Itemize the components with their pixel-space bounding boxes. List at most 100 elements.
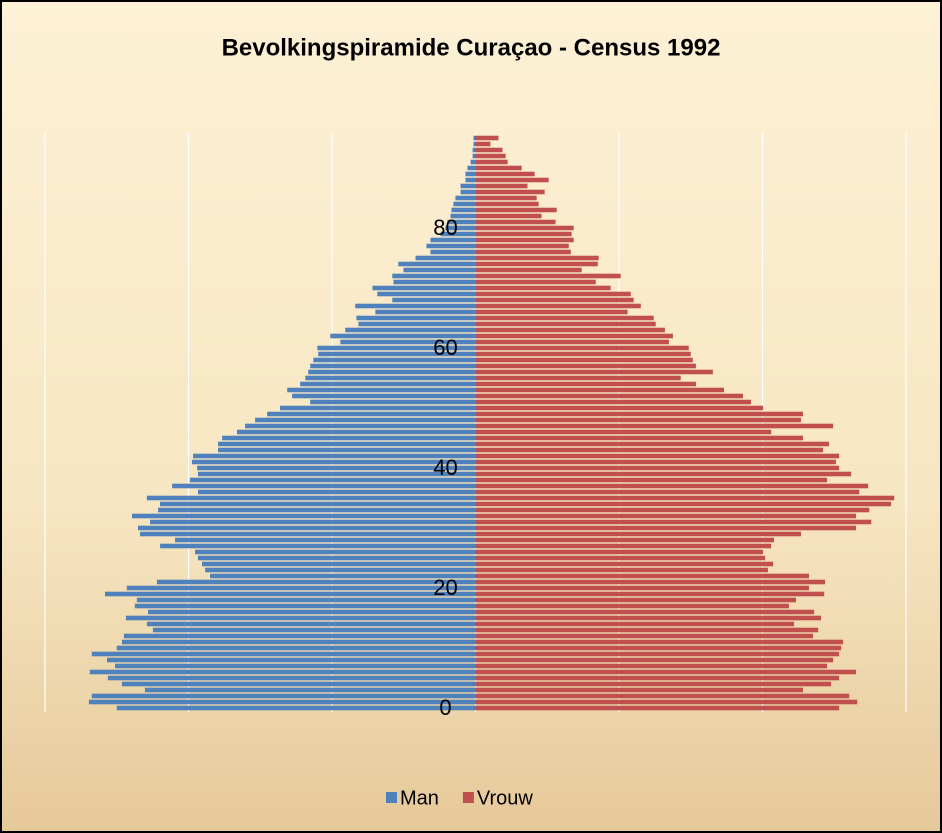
bar [126, 616, 476, 621]
bar [476, 208, 557, 213]
bar [476, 568, 768, 573]
bar [222, 436, 475, 441]
bar [476, 580, 826, 585]
bar [280, 406, 475, 411]
bar [476, 298, 634, 303]
bar [105, 592, 476, 597]
bar [476, 622, 795, 627]
bar [476, 178, 549, 183]
bar [150, 520, 475, 525]
bar [377, 292, 475, 297]
bar [476, 538, 774, 543]
bar [255, 418, 475, 423]
bar [267, 412, 475, 417]
bar [355, 304, 475, 309]
y-tick-label: 40 [433, 455, 457, 480]
bar [426, 244, 475, 249]
bar [476, 376, 681, 381]
bar [237, 430, 475, 435]
bar [160, 544, 475, 549]
bar [476, 700, 858, 705]
bar [393, 280, 475, 285]
bar [476, 334, 673, 339]
bar [476, 406, 764, 411]
bar [115, 664, 475, 669]
bar [476, 274, 621, 279]
bar [117, 646, 476, 651]
bar [205, 568, 475, 573]
bar [476, 292, 631, 297]
bar [476, 400, 752, 405]
bar [158, 508, 475, 513]
bar [476, 196, 537, 201]
bar [476, 472, 852, 477]
bar [476, 640, 844, 645]
bar [476, 160, 508, 165]
bar [398, 262, 475, 267]
bar [476, 694, 850, 699]
bar [476, 598, 797, 603]
bar [127, 586, 476, 591]
bar [476, 352, 691, 357]
bar [392, 274, 475, 279]
bar [476, 316, 654, 321]
bar [476, 430, 772, 435]
bar [172, 484, 475, 489]
bar [476, 256, 599, 261]
bar [476, 502, 892, 507]
bar [476, 286, 611, 291]
bar [471, 160, 476, 165]
bar [476, 508, 870, 513]
bar [476, 436, 803, 441]
bar [476, 610, 815, 615]
bar [198, 490, 476, 495]
bar [476, 532, 801, 537]
bar [476, 442, 830, 447]
bar [476, 394, 743, 399]
legend-label: Vrouw [477, 787, 534, 809]
bar [138, 526, 476, 531]
chart-title: Bevolkingspiramide Curaçao - Census 1992 [222, 34, 721, 61]
bar [476, 262, 598, 267]
bar [122, 682, 476, 687]
bar [89, 700, 476, 705]
bar [476, 358, 693, 363]
bar [476, 268, 582, 273]
y-tick-label: 80 [433, 215, 457, 240]
bar [305, 376, 475, 381]
bar [148, 610, 475, 615]
bar [476, 628, 819, 633]
bar [476, 220, 556, 225]
bar [310, 400, 475, 405]
bar [476, 136, 499, 141]
bar [218, 442, 475, 447]
bar [92, 694, 476, 699]
bar [476, 478, 828, 483]
bar [245, 424, 475, 429]
bar [476, 634, 814, 639]
bar [92, 652, 476, 657]
bar [372, 286, 475, 291]
bar [476, 154, 506, 159]
bar [476, 454, 840, 459]
bar [461, 184, 476, 189]
bar [476, 526, 857, 531]
bar [476, 658, 834, 663]
bar [107, 658, 476, 663]
bar [175, 538, 475, 543]
bar [476, 466, 840, 471]
bar [198, 556, 476, 561]
bar [476, 370, 713, 375]
bar [476, 418, 801, 423]
bar [108, 676, 476, 681]
bar [476, 544, 772, 549]
bar [476, 412, 803, 417]
bar [308, 370, 475, 375]
bar [476, 706, 840, 711]
bar [476, 592, 825, 597]
bar [476, 424, 834, 429]
bar [476, 676, 840, 681]
bar [117, 706, 476, 711]
bar [473, 136, 475, 141]
bar [356, 316, 475, 321]
